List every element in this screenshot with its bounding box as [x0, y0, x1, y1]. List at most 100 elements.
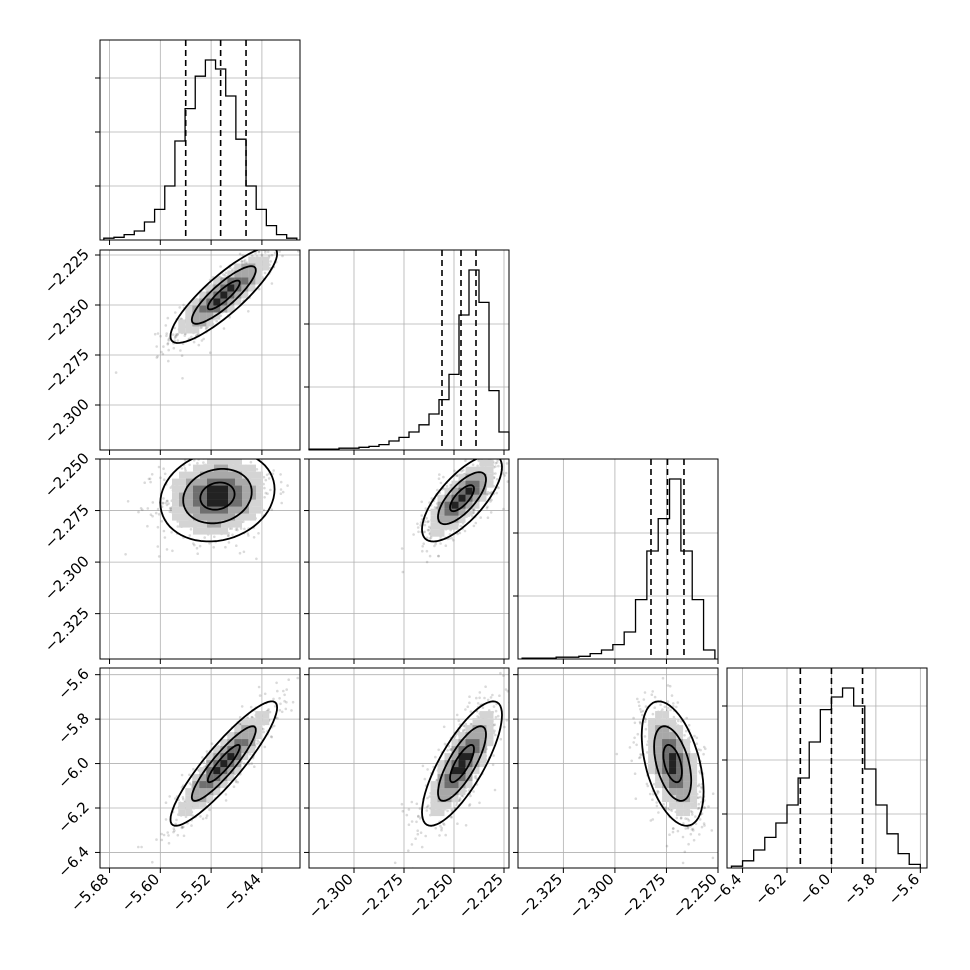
scatter-point [416, 829, 420, 832]
pair-content-1-2 [309, 452, 509, 659]
density-cell [458, 781, 466, 789]
scatter-point [168, 510, 172, 514]
scatter-point [255, 455, 258, 458]
scatter-point [494, 733, 497, 737]
scatter-point [442, 725, 446, 729]
contour-line-1 [437, 725, 487, 802]
scatter-point [266, 492, 269, 496]
scatter-point [644, 727, 648, 731]
density-cell [486, 459, 494, 467]
scatter-point [264, 251, 267, 254]
density-cell [662, 739, 670, 747]
density-cell [199, 298, 207, 306]
density-cell [220, 746, 228, 754]
scatter-point [449, 748, 453, 751]
scatter-point [499, 452, 502, 455]
scatter-point [258, 694, 262, 697]
density-cell [669, 718, 677, 726]
scatter-point [169, 486, 173, 489]
scatter-point [230, 527, 233, 530]
scatter-point [692, 829, 695, 832]
scatter-point [645, 743, 649, 746]
scatter-point [425, 517, 428, 520]
scatter-point [679, 817, 683, 820]
density-cell [227, 284, 235, 292]
scatter-point [458, 798, 462, 801]
histogram-steps-0 [103, 59, 298, 240]
density-cell [458, 501, 466, 509]
scatter-point [255, 742, 259, 745]
scatter-point [250, 715, 254, 719]
scatter-point [178, 306, 181, 309]
density-cell [213, 781, 221, 789]
density-cell [662, 774, 670, 782]
density-cell [472, 466, 480, 474]
scatter-point [236, 780, 240, 784]
density-cell [655, 711, 663, 719]
scatter-point [417, 815, 420, 818]
scatter-point [162, 467, 165, 471]
density-cell [213, 767, 221, 775]
density-cell [444, 508, 452, 516]
scatter-point [659, 703, 662, 707]
density-cell [235, 459, 242, 465]
scatter-point [449, 748, 453, 751]
density-cell [669, 725, 677, 733]
scatter-point [665, 844, 669, 848]
scatter-point [160, 520, 164, 523]
density-cell [207, 471, 214, 479]
scatter-point [228, 527, 232, 530]
scatter-point [242, 520, 245, 523]
density-cell [472, 480, 480, 488]
scatter-point [273, 251, 277, 255]
scatter-point [458, 531, 462, 535]
scatter-point [263, 745, 267, 749]
density-cell [255, 256, 263, 264]
density-cell [185, 312, 193, 320]
scatter-point [698, 783, 701, 786]
scatter-point [157, 465, 161, 469]
density-cell [690, 795, 698, 803]
scatter-point [180, 826, 184, 830]
density-cell [214, 499, 221, 507]
scatter-point [493, 453, 496, 456]
density-cell [227, 774, 235, 782]
scatter-point [489, 696, 493, 699]
scatter-point [205, 326, 208, 329]
scatter-point [407, 823, 411, 826]
density-cell [430, 529, 438, 537]
scatter-point [650, 693, 654, 696]
scatter-point [410, 800, 414, 804]
scatter-point [416, 522, 419, 526]
scatter-point [496, 714, 500, 718]
scatter-point [198, 544, 202, 548]
scatter-point [489, 500, 492, 503]
scatter-point [140, 845, 143, 849]
scatter-point [462, 724, 465, 727]
scatter-point [462, 468, 465, 472]
scatter-point [669, 708, 672, 712]
density-cell [662, 781, 670, 789]
histogram-panel-0 [95, 39, 301, 245]
density-cell [172, 506, 179, 514]
density-cell [451, 739, 459, 747]
scatter-point [176, 339, 180, 342]
density-cell [683, 739, 691, 747]
density-cell [207, 478, 214, 486]
scatter-point [450, 536, 454, 540]
scatter-point [670, 694, 674, 697]
scatter-point [260, 253, 264, 257]
density-cell [458, 487, 466, 495]
density-cell [221, 527, 228, 535]
density-cell [683, 788, 691, 796]
density-cell [669, 781, 677, 789]
density-cell [214, 459, 221, 465]
scatter-point [682, 822, 685, 825]
scatter-point [238, 252, 242, 256]
density-cell [242, 506, 249, 514]
density-cell [228, 513, 235, 521]
density-cell [213, 312, 221, 320]
density-cell [690, 802, 698, 810]
scatter-point [699, 771, 702, 775]
density-cell [676, 760, 684, 768]
